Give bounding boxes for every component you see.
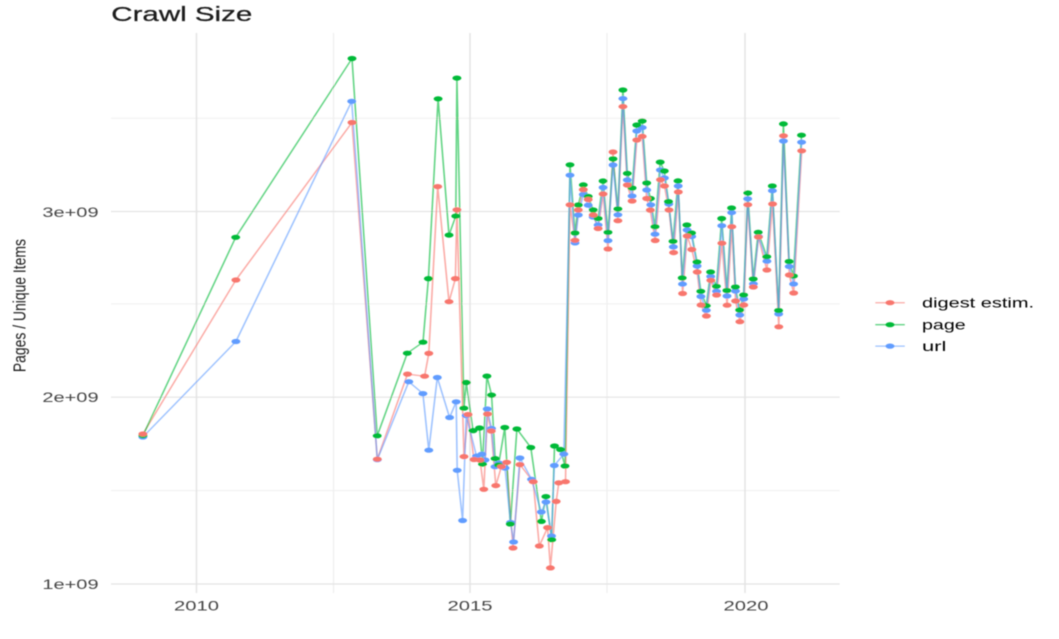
svg-text:2020: 2020 [723, 599, 768, 614]
svg-text:page: page [922, 318, 966, 333]
svg-text:digest estim.: digest estim. [922, 296, 1034, 311]
svg-text:Crawl Size: Crawl Size [111, 2, 252, 25]
svg-text:3e+09: 3e+09 [42, 206, 98, 221]
svg-text:2e+09: 2e+09 [42, 390, 98, 405]
svg-text:Pages / Unique Items: Pages / Unique Items [10, 239, 30, 372]
svg-text:2010: 2010 [174, 599, 219, 614]
svg-text:url: url [922, 339, 946, 354]
svg-text:1e+09: 1e+09 [42, 577, 98, 592]
svg-text:2015: 2015 [447, 599, 492, 614]
